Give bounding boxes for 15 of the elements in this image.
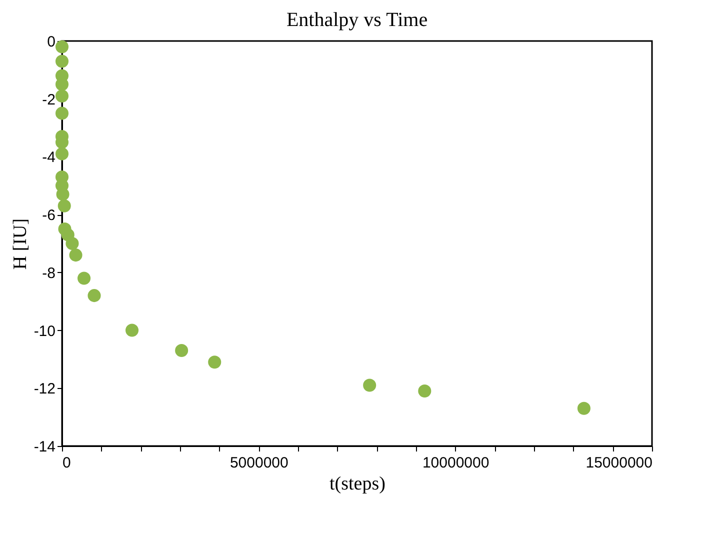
y-tick-label: 0 — [47, 34, 56, 50]
y-tick-label: -8 — [42, 264, 56, 282]
y-tick-label: -14 — [34, 438, 56, 456]
x-tick-label: 15000000 — [586, 454, 652, 472]
x-tick-label: 5000000 — [230, 454, 288, 472]
y-tick-label: -4 — [42, 149, 56, 166]
y-tick-label: -10 — [34, 322, 56, 340]
x-axis-title: t(steps) — [330, 474, 386, 494]
x-tick-label: 10000000 — [422, 454, 490, 472]
y-tick-label: -6 — [42, 207, 56, 224]
y-axis-title: H [IU] — [10, 218, 31, 270]
x-tick-label: 0 — [62, 454, 71, 472]
y-tick-label: -2 — [42, 91, 56, 108]
chart-title: Enthalpy vs Time — [286, 9, 428, 31]
y-tick-label: -12 — [34, 380, 56, 398]
